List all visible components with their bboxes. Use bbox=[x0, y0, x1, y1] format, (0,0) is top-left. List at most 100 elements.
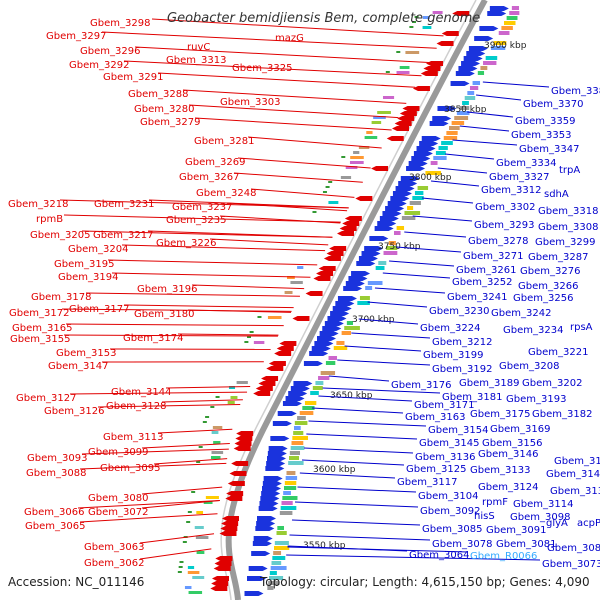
gene-label[interactable]: Gbem_3296 bbox=[80, 46, 140, 57]
gene-label[interactable]: Gbem_3302 bbox=[475, 202, 535, 213]
gene-label[interactable]: Gbem_3181 bbox=[442, 392, 502, 403]
gene-label[interactable]: Gbem_3131 bbox=[550, 486, 600, 497]
gene-label[interactable]: Gbem_3066 bbox=[24, 507, 84, 518]
gene-label[interactable]: Gbem_3085 bbox=[422, 524, 482, 535]
gene-label[interactable]: Gbem_3221 bbox=[528, 347, 588, 358]
gene-label[interactable]: Gbem_3140 bbox=[546, 469, 600, 480]
gene-label[interactable]: Gbem_3099 bbox=[88, 447, 148, 458]
gene-label[interactable]: Gbem_3177 bbox=[69, 304, 129, 315]
gene-label[interactable]: Gbem_3280 bbox=[134, 104, 194, 115]
gene-label[interactable]: Gbem_3062 bbox=[84, 558, 144, 569]
gene-label[interactable]: Gbem_3313 bbox=[166, 55, 226, 66]
gene-label[interactable]: Gbem_3303 bbox=[220, 97, 280, 108]
gene-label[interactable]: Gbem_3196 bbox=[137, 284, 197, 295]
gene-label[interactable]: hisS bbox=[474, 511, 495, 522]
gene-label[interactable]: Gbem_3092 bbox=[420, 506, 480, 517]
gene-label[interactable]: Gbem_3235 bbox=[166, 215, 226, 226]
gene-label[interactable]: Gbem_3291 bbox=[103, 72, 163, 83]
gene-label[interactable]: Gbem_3288 bbox=[128, 89, 188, 100]
gene-label[interactable]: Gbem_3212 bbox=[432, 337, 492, 348]
gene-label[interactable]: Gbem_3163 bbox=[405, 412, 465, 423]
gene-label[interactable]: Gbem_3308 bbox=[538, 222, 598, 233]
gene-label[interactable]: Gbem_3325 bbox=[232, 63, 292, 74]
gene-label[interactable]: Gbem_3298 bbox=[90, 18, 150, 29]
gene-label[interactable]: Gbem_3381 bbox=[551, 86, 600, 97]
gene-label[interactable]: Gbem_3202 bbox=[522, 378, 582, 389]
gene-label[interactable]: Gbem_3081 bbox=[496, 539, 556, 550]
gene-label[interactable]: Gbem_3271 bbox=[463, 251, 523, 262]
gene-label[interactable]: Gbem_3176 bbox=[391, 380, 451, 391]
gene-label[interactable]: Gbem_3178 bbox=[31, 292, 91, 303]
gene-label[interactable]: Gbem_3073 bbox=[542, 559, 600, 570]
gene-label[interactable]: Gbem_3088 bbox=[26, 468, 86, 479]
gene-label[interactable]: Gbem_3147 bbox=[48, 361, 108, 372]
gene-label[interactable]: Gbem_3078 bbox=[432, 539, 492, 550]
gene-label[interactable]: Gbem_3095 bbox=[100, 463, 160, 474]
rna-gene-label[interactable]: Gbem_R0066 bbox=[470, 551, 537, 562]
gene-label[interactable]: rpmF bbox=[482, 497, 508, 508]
gene-label[interactable]: Gbem_3113 bbox=[103, 432, 163, 443]
gene-label[interactable]: sdhA bbox=[544, 189, 569, 200]
gene-label[interactable]: Gbem_3180 bbox=[134, 309, 194, 320]
gene-label[interactable]: Gbem_3231 bbox=[94, 199, 154, 210]
gene-label[interactable]: Gbem_3192 bbox=[432, 364, 492, 375]
gene-label[interactable]: trpA bbox=[559, 165, 580, 176]
gene-label[interactable]: Gbem_3347 bbox=[519, 144, 579, 155]
gene-label[interactable]: Gbem_3182 bbox=[532, 409, 592, 420]
gene-label[interactable]: Gbem_3205 bbox=[30, 230, 90, 241]
gene-label[interactable]: Gbem_3334 bbox=[496, 158, 556, 169]
gene-label[interactable]: Gbem_3217 bbox=[93, 230, 153, 241]
gene-label[interactable]: rpmB bbox=[36, 214, 63, 225]
gene-label[interactable]: Gbem_3174 bbox=[123, 333, 183, 344]
gene-label[interactable]: Gbem_3064 bbox=[409, 550, 469, 561]
gene-label[interactable]: rpsA bbox=[570, 322, 593, 333]
gene-label[interactable]: Gbem_3266 bbox=[518, 281, 578, 292]
gene-label[interactable]: Gbem_3169 bbox=[490, 424, 550, 435]
gene-label[interactable]: Gbem_3299 bbox=[535, 237, 595, 248]
gene-label[interactable]: Gbem_3359 bbox=[515, 116, 575, 127]
gene-label[interactable]: Gbem_3242 bbox=[491, 308, 551, 319]
gene-label[interactable]: Gbem_3128 bbox=[106, 401, 166, 412]
gene-label[interactable]: Gbem_3154 bbox=[428, 425, 488, 436]
gene-label[interactable]: Gbem_3281 bbox=[194, 136, 254, 147]
gene-label[interactable]: Gbem_3165 bbox=[12, 323, 72, 334]
gene-label[interactable]: Gbem_3127 bbox=[16, 393, 76, 404]
gene-label[interactable]: Gbem_3124 bbox=[478, 482, 538, 493]
gene-label[interactable]: Gbem_3224 bbox=[420, 323, 480, 334]
gene-label[interactable]: Gbem_3318 bbox=[538, 206, 598, 217]
gene-label[interactable]: acpP bbox=[577, 518, 600, 529]
gene-label[interactable]: Gbem_3256 bbox=[513, 293, 573, 304]
gene-label[interactable]: Gbem_3241 bbox=[447, 292, 507, 303]
gene-label[interactable]: Gbem_3218 bbox=[8, 199, 68, 210]
gene-label[interactable]: Gbem_3252 bbox=[452, 277, 512, 288]
gene-label[interactable]: Gbem_3226 bbox=[156, 238, 216, 249]
gene-label[interactable]: Gbem_3153 bbox=[56, 348, 116, 359]
gene-label[interactable]: Gbem_3152 bbox=[554, 456, 600, 467]
gene-label[interactable]: Gbem_3230 bbox=[429, 306, 489, 317]
gene-label[interactable]: Gbem_3189 bbox=[459, 378, 519, 389]
gene-label[interactable]: Gbem_3091 bbox=[486, 525, 546, 536]
gene-label[interactable]: Gbem_3104 bbox=[418, 491, 478, 502]
gene-label[interactable]: Gbem_3261 bbox=[456, 265, 516, 276]
gene-label[interactable]: Gbem_3293 bbox=[474, 220, 534, 231]
gene-label[interactable]: ruvC bbox=[187, 42, 210, 53]
gene-label[interactable]: Gbem_3199 bbox=[423, 350, 483, 361]
gene-label[interactable]: Gbem_3279 bbox=[140, 117, 200, 128]
gene-label[interactable]: Gbem_3155 bbox=[10, 334, 70, 345]
gene-label[interactable]: Gbem_3117 bbox=[397, 477, 457, 488]
gene-label[interactable]: Gbem_3144 bbox=[111, 387, 171, 398]
gene-label[interactable]: Gbem_3267 bbox=[179, 172, 239, 183]
gene-label[interactable]: Gbem_3353 bbox=[511, 130, 571, 141]
gene-label[interactable]: Gbem_3065 bbox=[25, 521, 85, 532]
gene-label[interactable]: Gbem_3297 bbox=[46, 31, 106, 42]
gene-label[interactable]: Gbem_3126 bbox=[44, 406, 104, 417]
gene-label[interactable]: Gbem_3146 bbox=[478, 449, 538, 460]
gene-label[interactable]: Gbem_3292 bbox=[69, 60, 129, 71]
gene-label[interactable]: Gbem_3276 bbox=[520, 266, 580, 277]
gene-label[interactable]: Gbem_3248 bbox=[196, 188, 256, 199]
gene-label[interactable]: mazG bbox=[275, 33, 304, 44]
gene-label[interactable]: Gbem_3133 bbox=[470, 465, 530, 476]
gene-label[interactable]: Gbem_3080 bbox=[88, 493, 148, 504]
gene-label[interactable]: Gbem_3287 bbox=[528, 252, 588, 263]
gene-label[interactable]: Gbem_3195 bbox=[54, 259, 114, 270]
